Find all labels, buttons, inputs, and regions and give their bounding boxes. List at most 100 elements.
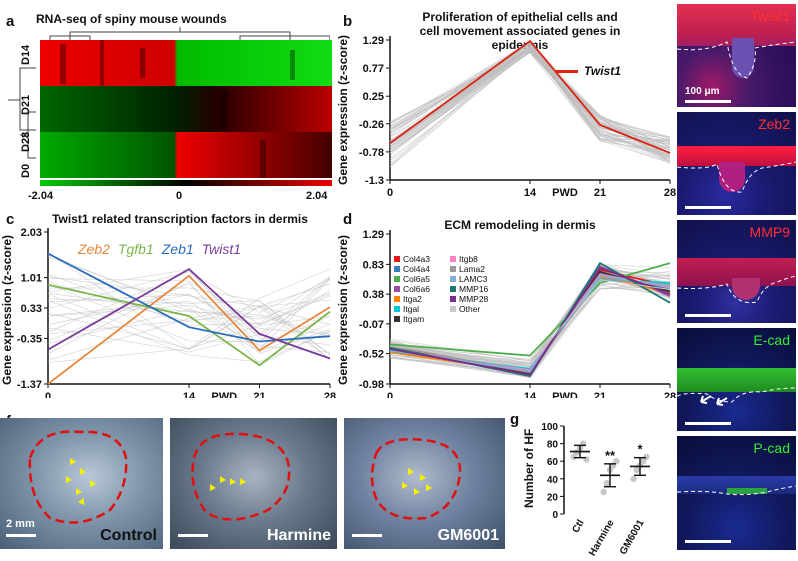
micro-label-ecad: E-cad	[753, 332, 790, 348]
legend-item-mmp28: MMP28	[450, 294, 510, 304]
photo-label-harmine: Harmine	[266, 527, 331, 544]
data-point	[603, 480, 610, 487]
gene-line	[389, 45, 671, 145]
legend-label: Col6a5	[403, 274, 430, 284]
x-tick-label: 21	[594, 187, 606, 199]
significance-mark: **	[605, 448, 616, 463]
y-tick-label: -0.98	[359, 379, 384, 391]
color-scale-max: 2.04	[306, 190, 328, 202]
photo-label-control: Control	[100, 527, 157, 544]
color-scale-bar	[40, 180, 332, 186]
x-tick-label: 0	[387, 187, 393, 199]
data-point	[643, 453, 650, 460]
y-tick-label: -0.26	[359, 119, 384, 131]
legend-item-itga2: Itga2	[394, 294, 450, 304]
x-tick-label: 28	[664, 187, 676, 199]
y-tick-label: 60	[547, 457, 559, 468]
legend-swatch	[394, 276, 400, 282]
x-tick-label: GM6001	[618, 518, 647, 557]
legend-item-mmp16: MMP16	[450, 284, 510, 294]
legend-item-col4a3: Col4a3	[394, 254, 450, 264]
gene-line	[389, 287, 671, 379]
pcad-signal	[727, 488, 767, 494]
legend-swatch	[450, 286, 456, 292]
x-tick-label: 28	[324, 391, 336, 398]
series-line-zeb2	[47, 274, 331, 385]
heatmap-row-label-d0: D0	[20, 163, 32, 178]
y-tick-label: 0.83	[363, 259, 384, 271]
gene-line	[389, 282, 671, 378]
micro-scale-bar	[685, 422, 731, 425]
legend-label: Itgal	[403, 304, 420, 314]
legend-swatch	[450, 276, 456, 282]
legend-swatch-twist1	[556, 69, 578, 73]
wound-outline	[28, 430, 128, 524]
x-axis-label: PWD	[552, 187, 578, 199]
epidermal-invagination	[719, 162, 745, 192]
dashed-boundary	[677, 387, 796, 403]
gene-line	[47, 293, 331, 351]
x-tick-label: 0	[387, 391, 393, 398]
chart-g: 0 20 40 60 80 100 Ctl Harmine ** GM6001 *	[541, 422, 650, 558]
legend-item-other: Other	[450, 304, 510, 314]
legend-label-twist1: Twist1	[201, 241, 242, 257]
gene-line	[389, 43, 671, 164]
micro-image-mmp9: MMP9	[677, 220, 796, 323]
x-axis-label: PWD	[552, 391, 578, 398]
chart-d: 1.29 0.83 0.38 -0.07 -0.52 -0.980 14 21 28 PWD	[359, 229, 676, 398]
data-point	[630, 475, 637, 482]
dendrogram-left	[8, 67, 36, 159]
hair-follicle-markers	[210, 476, 246, 491]
data-point	[640, 458, 647, 465]
gene-line	[47, 290, 331, 336]
background-gene-lines	[389, 40, 671, 168]
wound-photo-harmine: Harmine	[170, 418, 337, 549]
dashed-boundary	[677, 41, 796, 79]
y-tick-label: 80	[547, 440, 559, 451]
epidermal-invagination	[732, 38, 754, 78]
y-tick-label: 2.03	[21, 227, 42, 239]
legend-swatch	[450, 256, 456, 262]
wound-photo-gm6001: GM6001	[344, 418, 505, 549]
x-tick-label: Ctl	[570, 518, 586, 535]
legend-label: Itgb8	[459, 254, 478, 264]
gene-line	[389, 45, 671, 145]
gene-line	[389, 46, 671, 161]
micro-scale-bar	[685, 314, 731, 317]
legend-item-itgb8: Itgb8	[450, 254, 510, 264]
y-tick-label: -0.52	[359, 349, 384, 361]
legend-item-col6a6: Col6a6	[394, 284, 450, 294]
hair-follicle-markers	[66, 458, 96, 505]
legend-swatch	[394, 266, 400, 272]
legend-item-col6a5: Col6a5	[394, 274, 450, 284]
legend-swatch	[394, 306, 400, 312]
hair-follicle-markers	[402, 468, 432, 495]
heatmap-row-label-d21: D21	[20, 94, 32, 115]
legend-label: Lama2	[459, 264, 485, 274]
x-tick-label: 14	[524, 391, 537, 398]
data-point	[600, 488, 607, 496]
panel-label-c: c	[6, 211, 15, 228]
x-tick-label: 21	[253, 391, 265, 398]
legend-swatch	[450, 296, 456, 302]
gene-line	[47, 315, 331, 338]
legend-label: MMP28	[459, 294, 489, 304]
epidermis-layer	[677, 146, 796, 166]
y-tick-label: 1.29	[363, 229, 384, 241]
panel-label-a: a	[6, 13, 15, 30]
legend-item-lama2: Lama2	[450, 264, 510, 274]
legend-label: Other	[459, 304, 481, 314]
y-tick-label: 0.33	[21, 303, 42, 315]
y-tick-label: -0.07	[359, 319, 384, 331]
chart-c-title: Twist1 related transcription factors in …	[52, 212, 308, 226]
gene-line	[389, 50, 671, 153]
data-point	[570, 453, 577, 460]
legend-label-zeb2: Zeb2	[78, 241, 110, 257]
chart-c: 2.03 1.01 0.33 -0.35 -1.370 14 21 28 PWD	[17, 227, 336, 398]
photo-scale-bar	[6, 534, 36, 537]
color-scale-min: -2.04	[28, 190, 54, 202]
chart-b: 1.29 0.77 0.25 -0.26 -0.78 -1.30 14 21 28 PWD	[359, 35, 676, 199]
y-tick-label: 20	[547, 492, 559, 503]
micro-label-mmp9: MMP9	[749, 224, 790, 240]
micro-label-zeb2: Zeb2	[758, 116, 790, 132]
